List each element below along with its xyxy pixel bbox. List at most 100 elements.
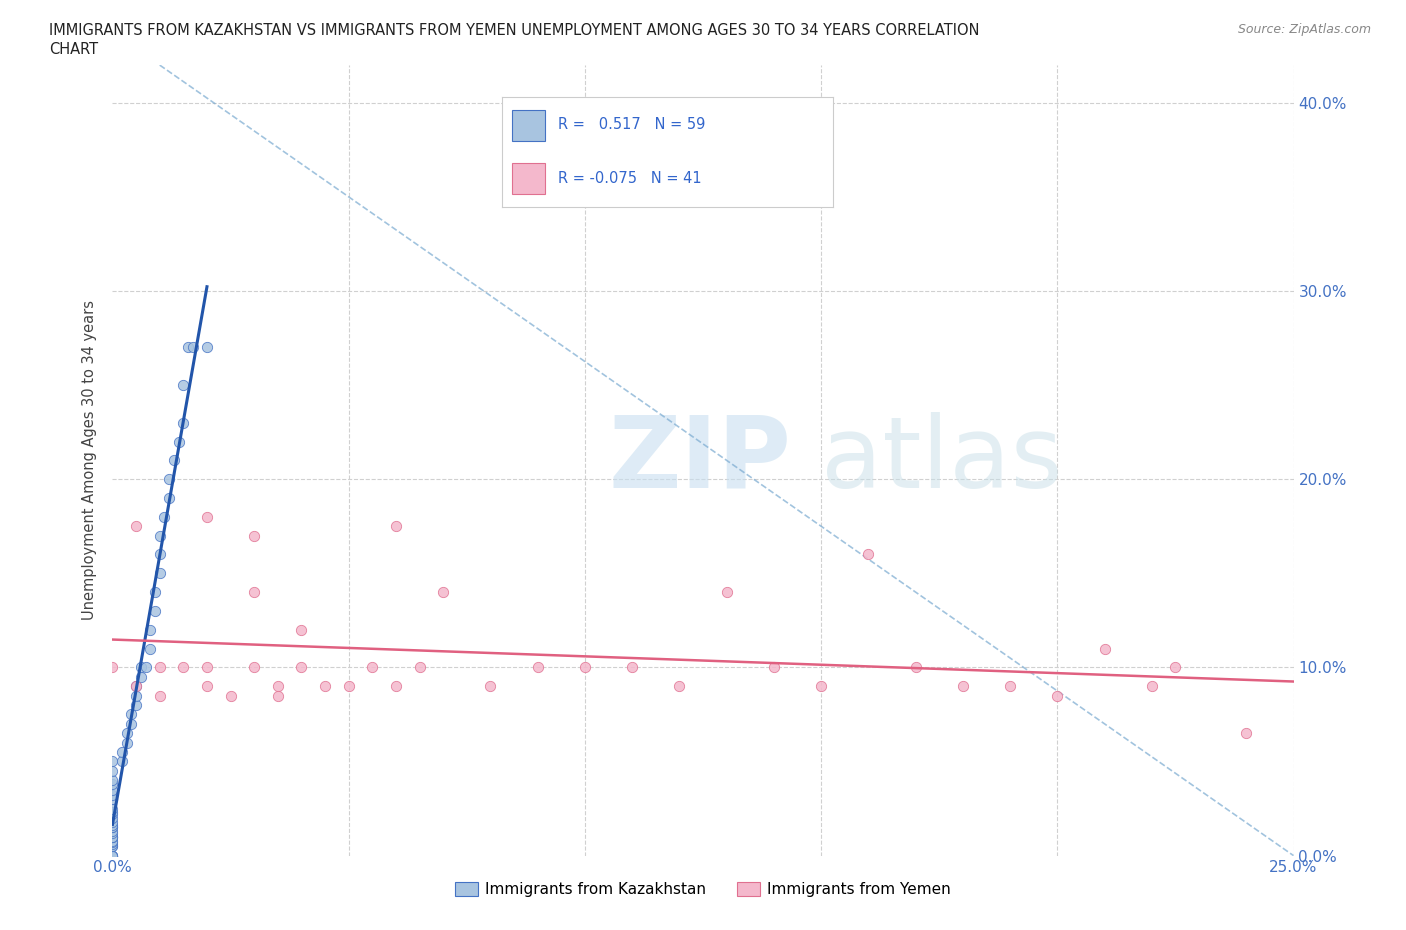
Point	[361, 660, 384, 675]
Point	[385, 679, 408, 694]
Point	[101, 754, 124, 769]
Point	[290, 622, 312, 637]
Point	[101, 848, 124, 863]
Point	[904, 660, 927, 675]
Point	[143, 604, 166, 618]
Point	[172, 660, 194, 675]
Point	[101, 820, 124, 835]
Point	[479, 679, 502, 694]
Point	[129, 670, 152, 684]
Point	[1046, 688, 1069, 703]
Point	[810, 679, 832, 694]
Point	[139, 641, 162, 656]
Point	[181, 340, 204, 355]
Point	[101, 830, 124, 844]
Point	[101, 818, 124, 833]
Point	[153, 510, 176, 525]
Point	[101, 777, 124, 791]
Point	[195, 340, 218, 355]
Point	[177, 340, 200, 355]
Point	[101, 811, 124, 826]
Point	[195, 660, 218, 675]
Point	[101, 837, 124, 852]
Point	[101, 848, 124, 863]
Text: CHART: CHART	[49, 42, 98, 57]
Point	[101, 830, 124, 844]
Point	[716, 585, 738, 600]
Point	[101, 820, 124, 835]
Point	[243, 528, 266, 543]
Point	[157, 490, 180, 505]
Point	[139, 622, 162, 637]
Point	[101, 804, 124, 819]
Point	[574, 660, 596, 675]
Point	[101, 788, 124, 803]
Text: atlas: atlas	[821, 412, 1063, 509]
Point	[149, 547, 172, 562]
Point	[101, 848, 124, 863]
Point	[101, 835, 124, 850]
Point	[101, 833, 124, 848]
Point	[195, 679, 218, 694]
Point	[149, 688, 172, 703]
Point	[101, 839, 124, 854]
Point	[267, 688, 290, 703]
Point	[1094, 641, 1116, 656]
Y-axis label: Unemployment Among Ages 30 to 34 years: Unemployment Among Ages 30 to 34 years	[82, 300, 97, 620]
Legend: Immigrants from Kazakhstan, Immigrants from Yemen: Immigrants from Kazakhstan, Immigrants f…	[449, 876, 957, 903]
Point	[143, 585, 166, 600]
Point	[314, 679, 336, 694]
Point	[668, 679, 690, 694]
Point	[129, 660, 152, 675]
Text: IMMIGRANTS FROM KAZAKHSTAN VS IMMIGRANTS FROM YEMEN UNEMPLOYMENT AMONG AGES 30 T: IMMIGRANTS FROM KAZAKHSTAN VS IMMIGRANTS…	[49, 23, 980, 38]
Point	[120, 707, 142, 722]
Point	[157, 472, 180, 486]
Point	[1164, 660, 1187, 675]
Point	[101, 660, 124, 675]
Point	[149, 565, 172, 580]
Point	[163, 453, 186, 468]
Point	[125, 688, 148, 703]
Point	[101, 782, 124, 797]
Point	[101, 806, 124, 821]
Point	[195, 510, 218, 525]
Point	[167, 434, 190, 449]
Point	[101, 848, 124, 863]
Point	[290, 660, 312, 675]
Point	[267, 679, 290, 694]
Point	[135, 660, 157, 675]
Point	[115, 736, 138, 751]
Point	[337, 679, 360, 694]
Point	[101, 801, 124, 816]
Point	[243, 585, 266, 600]
Point	[149, 660, 172, 675]
Point	[998, 679, 1021, 694]
Point	[111, 745, 134, 760]
Point	[526, 660, 548, 675]
Point	[408, 660, 430, 675]
Point	[120, 716, 142, 731]
Point	[101, 824, 124, 839]
Point	[125, 679, 148, 694]
Point	[621, 660, 644, 675]
Point	[101, 848, 124, 863]
Point	[101, 830, 124, 844]
Point	[219, 688, 242, 703]
Point	[125, 519, 148, 534]
Point	[1140, 679, 1163, 694]
Point	[243, 660, 266, 675]
Point	[172, 416, 194, 431]
Point	[101, 815, 124, 830]
Point	[101, 791, 124, 806]
Point	[101, 764, 124, 778]
Point	[858, 547, 880, 562]
Point	[125, 679, 148, 694]
Point	[101, 839, 124, 854]
Point	[101, 826, 124, 841]
Point	[952, 679, 974, 694]
Point	[125, 698, 148, 712]
Point	[149, 528, 172, 543]
Point	[111, 754, 134, 769]
Point	[1234, 725, 1257, 740]
Point	[432, 585, 454, 600]
